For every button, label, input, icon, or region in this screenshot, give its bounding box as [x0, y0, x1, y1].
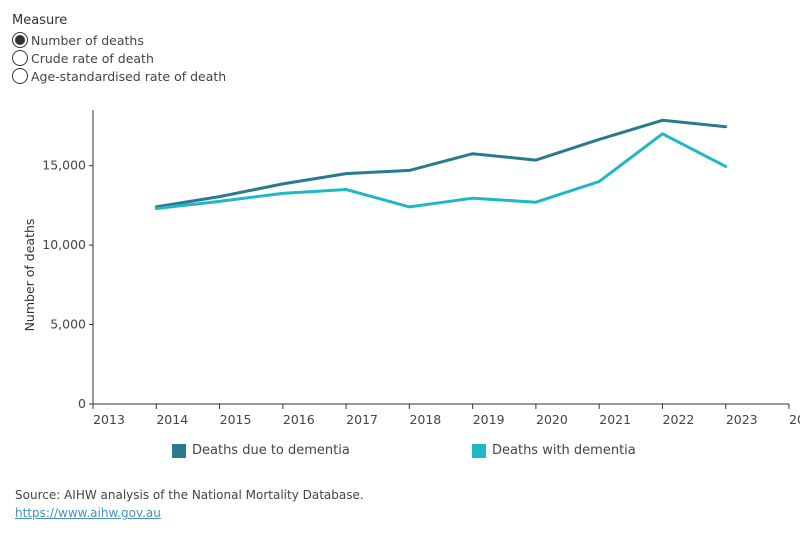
y-tick-label: 5,000 [50, 317, 86, 332]
source-note: Source: AIHW analysis of the National Mo… [15, 488, 364, 502]
x-tick-label: 2023 [726, 412, 758, 427]
x-tick-label: 2020 [536, 412, 568, 427]
legend-item-deaths-due[interactable]: Deaths due to dementia [172, 443, 350, 458]
x-tick-label: 2021 [599, 412, 631, 427]
series-line-1 [154, 118, 728, 209]
legend-label: Deaths due to dementia [192, 443, 350, 458]
measure-filter: Measure Number of deaths Crude rate of d… [12, 13, 226, 85]
line-chart: 0 5,000 10,000 15,000 2013 2014 2015 2016 2017 20… [22, 110, 800, 427]
radio-selected-icon[interactable] [12, 32, 28, 48]
source-link[interactable]: https://www.aihw.gov.au [15, 506, 161, 520]
legend-label: Deaths with dementia [492, 443, 636, 458]
measure-title: Measure [12, 13, 68, 28]
y-axis-title: Number of deaths [22, 219, 37, 332]
legend-swatch-deaths-due [172, 443, 186, 458]
legend-item-deaths-with[interactable]: Deaths with dementia [472, 443, 636, 458]
radio-crude-rate[interactable]: Crude rate of death [12, 49, 226, 67]
x-tick-label: 2017 [346, 412, 378, 427]
radio-label: Number of deaths [31, 32, 144, 48]
radio-unselected-icon[interactable] [12, 50, 28, 66]
legend-swatch-deaths-with [472, 443, 486, 458]
x-tick-label: 2014 [156, 412, 188, 427]
x-tick-label: 2016 [283, 412, 315, 427]
x-tick-label: 2013 [93, 412, 125, 427]
x-tick-label: 2024 [789, 412, 800, 427]
radio-age-standardised-rate[interactable]: Age-standardised rate of death [12, 67, 226, 85]
x-tick-label: 2015 [220, 412, 252, 427]
x-tick-label: 2019 [473, 412, 505, 427]
series-line-2 [154, 132, 728, 210]
y-tick-label: 0 [78, 396, 86, 411]
radio-label: Age-standardised rate of death [31, 68, 227, 84]
radio-number-of-deaths[interactable]: Number of deaths [12, 31, 226, 49]
radio-label: Crude rate of death [31, 50, 154, 66]
x-tick-label: 2018 [409, 412, 441, 427]
y-tick-label: 15,000 [42, 158, 86, 173]
y-tick-label: 10,000 [42, 237, 86, 252]
x-tick-label: 2022 [663, 412, 695, 427]
radio-unselected-icon[interactable] [12, 68, 28, 84]
